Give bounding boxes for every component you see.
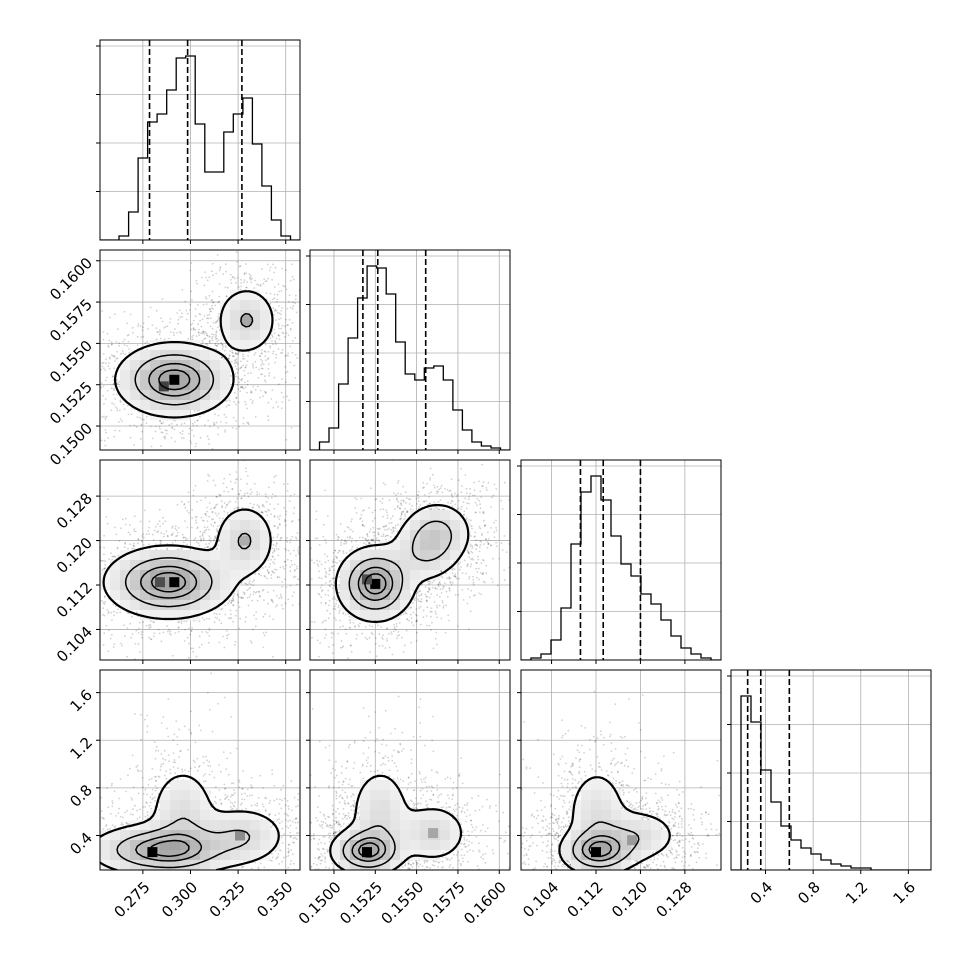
density-peak: [169, 577, 180, 588]
contour-3: [158, 369, 191, 391]
scatter-panel-0-3: [96, 669, 301, 874]
x-tick-label: 0.1600: [460, 878, 510, 928]
x-tick-label: 0.350: [253, 878, 296, 921]
panel-frame: [309, 249, 511, 451]
panel-frame: [99, 669, 301, 871]
density-peak: [239, 535, 250, 546]
contour-0: [558, 776, 671, 870]
y-tick-label: 0.1550: [46, 337, 96, 387]
panel-frame: [99, 459, 301, 661]
y-tick-label: 0.1600: [46, 254, 96, 304]
density-peak: [235, 830, 245, 841]
x-tick-label: 0.120: [608, 878, 651, 921]
x-tick-label: 0.128: [653, 878, 696, 921]
density-peak: [428, 828, 439, 839]
contour-0: [102, 508, 272, 621]
histogram-0: [100, 55, 300, 240]
x-tick-label: 1.6: [890, 878, 920, 908]
density-peak: [155, 577, 165, 588]
density-peak: [362, 574, 372, 585]
density-peak: [362, 847, 372, 858]
hist-panel-2: [517, 459, 722, 664]
x-tick-label: 0.104: [519, 878, 562, 921]
contour-1: [124, 532, 252, 608]
x-tick-label: 0.1525: [336, 878, 386, 928]
y-tick-label: 0.1500: [46, 419, 96, 469]
contour-2: [135, 833, 203, 862]
y-tick-label: 0.4: [66, 829, 96, 859]
histogram-2: [521, 475, 721, 660]
contour-2: [351, 837, 387, 862]
scatter-panel-2-3: [517, 669, 722, 874]
scatter-panel-1-3: [306, 669, 511, 874]
y-tick-label: 0.112: [53, 578, 96, 621]
density-peak: [370, 578, 381, 589]
density-peak: [169, 374, 180, 385]
contour-1: [348, 520, 453, 610]
contour-3: [588, 840, 612, 858]
scatter-panel-0-2: [96, 459, 301, 664]
panel-background: [310, 250, 510, 450]
contour-2: [357, 566, 394, 601]
x-tick-label: 0.112: [564, 878, 607, 921]
panel-frame: [99, 249, 301, 451]
contour-1: [134, 312, 254, 406]
panel-frame: [730, 669, 932, 871]
panel-frame: [309, 669, 511, 871]
y-tick-label: 0.1525: [46, 378, 96, 428]
x-tick-label: 1.2: [842, 878, 872, 908]
histogram-1: [310, 265, 510, 450]
contour-3: [150, 571, 187, 593]
y-tick-label: 1.6: [66, 686, 96, 716]
x-tick-label: 0.325: [206, 878, 249, 921]
contour-1: [342, 825, 396, 868]
y-tick-label: 0.128: [53, 489, 96, 532]
contour-2: [148, 362, 201, 397]
contour-1: [116, 817, 251, 869]
y-tick-label: 0.104: [53, 623, 96, 666]
contour-2: [139, 565, 198, 599]
x-tick-label: 0.1550: [378, 878, 428, 928]
hist-panel-0: [96, 39, 301, 244]
x-tick-label: 0.1575: [419, 878, 469, 928]
contour-0: [334, 504, 470, 623]
y-tick-label: 0.1575: [46, 295, 96, 345]
panel-frame: [309, 459, 511, 661]
y-tick-label: 0.8: [66, 781, 96, 811]
x-tick-label: 0.4: [747, 878, 777, 908]
y-tick-label: 1.2: [66, 734, 96, 764]
hist-panel-1: [306, 249, 511, 454]
x-tick-label: 0.8: [794, 878, 824, 908]
contour-0: [100, 774, 280, 870]
density-peak: [627, 835, 638, 846]
x-tick-label: 0.1500: [295, 878, 345, 928]
contour-2: [581, 835, 621, 862]
panel-frame: [520, 669, 722, 871]
panel-frame: [520, 459, 722, 661]
density-peak: [241, 315, 252, 326]
scatter-panel-0-1: [96, 249, 301, 454]
y-tick-label: 0.120: [53, 534, 96, 577]
scatter-panel-1-2: [306, 459, 511, 664]
panel-background: [100, 40, 300, 240]
contour-3: [357, 842, 380, 858]
contour-3: [148, 839, 190, 857]
contour-0: [329, 774, 463, 870]
x-tick-label: 0.300: [158, 878, 201, 921]
panel-frame: [99, 39, 301, 241]
hist-panel-3: [727, 669, 932, 874]
contour-1: [572, 821, 640, 868]
density-peak: [591, 847, 601, 858]
x-tick-label: 0.275: [111, 878, 154, 921]
contour-3: [364, 573, 387, 595]
contour-0: [114, 290, 274, 419]
